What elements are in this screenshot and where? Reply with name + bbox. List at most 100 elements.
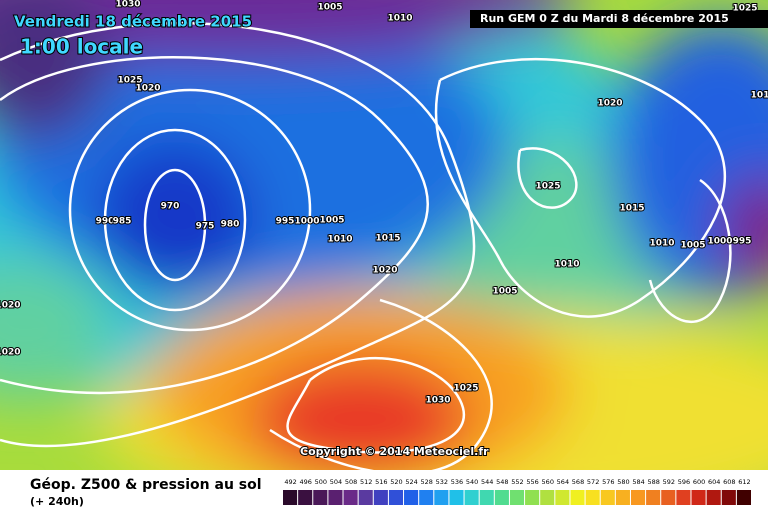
scale-label: 508 (345, 478, 357, 486)
isobar-label: 1000 (294, 217, 319, 227)
scale-label: 532 (436, 478, 448, 486)
scale-label: 540 (466, 478, 478, 486)
isobar-label: 1010 (327, 235, 352, 245)
scale-label: 612 (738, 478, 750, 486)
legend-title: Géop. Z500 & pression au sol (30, 477, 262, 493)
scale-label: 528 (421, 478, 433, 486)
scale-label: 572 (587, 478, 599, 486)
isobar-label: 995 (276, 217, 295, 227)
isobar-label: 1025 (535, 182, 560, 192)
scale-swatch (328, 490, 343, 505)
scale-swatch (283, 490, 298, 505)
scale-label: 596 (678, 478, 690, 486)
legend-subtitle: (+ 240h) (30, 495, 84, 508)
scale-swatch (676, 490, 691, 505)
isobar-label: 101 (751, 91, 768, 101)
isobar-label: 970 (161, 202, 180, 212)
scale-label: 580 (617, 478, 629, 486)
isobar-label: 1020 (372, 266, 397, 276)
scale-label: 592 (663, 478, 675, 486)
scale-label: 576 (602, 478, 614, 486)
isobar-label: 1030 (425, 396, 450, 406)
isobar-label: 1025 (117, 76, 142, 86)
isobar-label: 1010 (649, 239, 674, 249)
scale-swatch (373, 490, 388, 505)
scale-swatch (388, 490, 404, 505)
isobar-label: 1020 (597, 99, 622, 109)
scale-swatch (434, 490, 449, 505)
isobar-label: 1015 (619, 204, 644, 214)
isobar-label: 1025 (732, 4, 757, 14)
isobar-label: 1020 (0, 348, 21, 358)
scale-label: 504 (330, 478, 342, 486)
isobar-label: 980 (221, 220, 240, 230)
scale-swatch (343, 490, 358, 505)
scale-swatch (555, 490, 570, 505)
scale-swatch (479, 490, 494, 505)
isobar-label: 1005 (319, 216, 344, 226)
scale-label: 548 (496, 478, 508, 486)
isobars (0, 22, 732, 470)
run-text: Run GEM 0 Z du Mardi 8 décembre 2015 (480, 12, 729, 25)
scale-label: 600 (693, 478, 705, 486)
scale-label: 588 (647, 478, 659, 486)
isobar-label: 1025 (453, 384, 478, 394)
time: 1:00 locale (20, 35, 143, 59)
scale-label: 544 (481, 478, 493, 486)
scale-label: 604 (708, 478, 720, 486)
scale-swatch (615, 490, 630, 505)
isobar-label: 985 (113, 217, 132, 227)
scale-label: 512 (360, 478, 372, 486)
scale-swatch (419, 490, 434, 505)
scale-swatch (313, 490, 328, 505)
scale-label: 524 (405, 478, 417, 486)
scale-swatch (585, 490, 600, 505)
isobar-label: 1010 (554, 260, 579, 270)
scale-label: 500 (315, 478, 327, 486)
scale-label: 492 (284, 478, 296, 486)
scale-swatch (525, 490, 540, 505)
copyright: Copyright © 2014 Meteociel.fr (300, 445, 489, 458)
scale-swatch (358, 490, 373, 505)
scale-swatch (646, 490, 661, 505)
isobar-label: 1015 (375, 234, 400, 244)
scale-swatch (298, 490, 313, 505)
scale-swatch (404, 490, 419, 505)
isobar-label: 1020 (0, 301, 21, 311)
scale-label: 552 (511, 478, 523, 486)
scale-swatch (706, 490, 721, 505)
scale-label: 536 (451, 478, 463, 486)
isobar-label: 995 (733, 237, 752, 247)
scale-swatch (736, 490, 751, 505)
run-box (470, 10, 768, 28)
isobar-label: 990 (96, 217, 115, 227)
scale-label: 496 (299, 478, 311, 486)
scale-swatch (630, 490, 646, 505)
scale-swatch (494, 490, 509, 505)
scale-swatch (464, 490, 479, 505)
scale-swatch (600, 490, 615, 505)
scale-label: 608 (723, 478, 735, 486)
scale-label: 584 (632, 478, 644, 486)
scale-swatch (540, 490, 555, 505)
scale-label: 556 (526, 478, 538, 486)
isobar-label: 1005 (680, 241, 705, 251)
scale-label: 568 (572, 478, 584, 486)
scale-label: 516 (375, 478, 387, 486)
isobar-label: 1000 (707, 237, 732, 247)
scale-label: 520 (390, 478, 402, 486)
isobar-label: 1030 (115, 0, 140, 10)
scale-swatch (691, 490, 706, 505)
scale-label: 560 (542, 478, 554, 486)
scale-label: 564 (557, 478, 569, 486)
scale-swatch (661, 490, 676, 505)
isobar-label: 1020 (135, 84, 160, 94)
scale-swatch (570, 490, 585, 505)
scale-swatch (721, 490, 736, 505)
scale-swatch (449, 490, 464, 505)
scale-swatch (509, 490, 525, 505)
isobar-label: 1005 (492, 287, 517, 297)
isobar-label: 1005 (317, 3, 342, 13)
